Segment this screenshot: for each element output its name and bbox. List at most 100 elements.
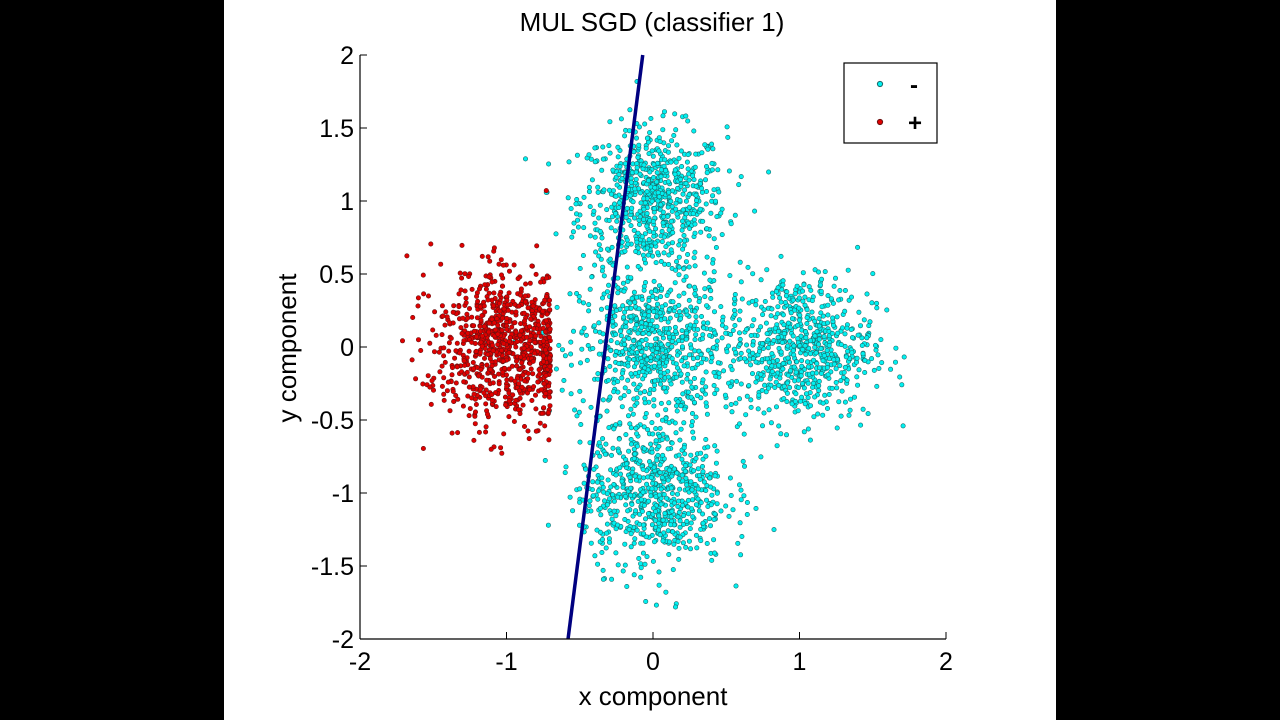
- point-negative: [631, 455, 637, 461]
- point-negative: [791, 352, 797, 358]
- point-negative: [669, 490, 675, 496]
- point-negative: [562, 470, 568, 476]
- point-negative: [708, 288, 714, 294]
- point-negative: [603, 441, 609, 447]
- point-negative: [637, 341, 643, 347]
- point-negative: [637, 214, 643, 220]
- point-negative: [700, 377, 706, 383]
- point-negative: [754, 374, 760, 380]
- point-negative: [723, 330, 729, 336]
- point-negative: [668, 159, 674, 165]
- point-negative: [679, 472, 685, 478]
- point-negative: [644, 135, 650, 141]
- point-negative: [579, 346, 585, 352]
- point-negative: [626, 128, 632, 134]
- point-positive: [504, 377, 510, 383]
- point-negative: [588, 540, 594, 546]
- point-negative: [737, 308, 743, 314]
- y-tick-label: 0: [340, 334, 354, 362]
- point-negative: [615, 522, 621, 528]
- point-negative: [701, 479, 707, 485]
- point-negative: [696, 473, 702, 479]
- point-negative: [799, 358, 805, 364]
- point-negative: [643, 336, 649, 342]
- point-negative: [672, 604, 678, 610]
- point-positive: [478, 366, 484, 372]
- point-negative: [807, 325, 813, 331]
- point-negative: [766, 169, 772, 175]
- point-negative: [649, 347, 655, 353]
- point-positive: [439, 363, 445, 369]
- point-negative: [649, 449, 655, 455]
- point-negative: [645, 178, 651, 184]
- point-negative: [665, 341, 671, 347]
- point-negative: [684, 518, 690, 524]
- point-negative: [730, 358, 736, 364]
- point-positive: [531, 325, 537, 331]
- point-negative: [692, 308, 698, 314]
- legend: - +: [843, 62, 938, 144]
- point-negative: [681, 233, 687, 239]
- point-negative: [649, 486, 655, 492]
- point-positive: [546, 297, 552, 303]
- point-negative: [773, 404, 779, 410]
- point-negative: [625, 413, 631, 419]
- point-negative: [624, 237, 630, 243]
- point-positive: [532, 350, 538, 356]
- point-negative: [648, 116, 654, 122]
- point-negative: [616, 172, 622, 178]
- point-negative: [670, 567, 676, 573]
- point-negative: [642, 231, 648, 237]
- point-positive: [463, 323, 469, 329]
- point-negative: [663, 168, 669, 174]
- point-positive: [484, 411, 490, 417]
- point-negative: [587, 233, 593, 239]
- point-positive: [532, 339, 538, 345]
- point-negative: [629, 469, 635, 475]
- point-positive: [490, 303, 496, 309]
- point-positive: [429, 378, 435, 384]
- point-negative: [576, 298, 582, 304]
- point-negative: [820, 313, 826, 319]
- point-negative: [825, 293, 831, 299]
- point-negative: [653, 426, 659, 432]
- point-negative: [900, 423, 906, 429]
- point-negative: [854, 355, 860, 361]
- point-negative: [612, 228, 618, 234]
- point-negative: [598, 306, 604, 312]
- point-negative: [622, 541, 628, 547]
- point-negative: [742, 356, 748, 362]
- point-positive: [473, 409, 479, 415]
- point-positive: [537, 371, 543, 377]
- point-positive: [540, 338, 546, 344]
- point-negative: [617, 471, 623, 477]
- point-negative: [622, 385, 628, 391]
- point-negative: [600, 576, 606, 582]
- point-negative: [621, 314, 627, 320]
- point-negative: [691, 128, 697, 134]
- point-positive: [453, 392, 459, 398]
- point-negative: [692, 284, 698, 290]
- point-negative: [640, 252, 646, 258]
- point-negative: [768, 420, 774, 426]
- point-negative: [829, 351, 835, 357]
- point-negative: [746, 348, 752, 354]
- point-negative: [800, 270, 806, 276]
- point-negative: [714, 501, 720, 507]
- point-negative: [615, 154, 621, 160]
- point-negative: [658, 202, 664, 208]
- point-negative: [654, 345, 660, 351]
- point-negative: [598, 256, 604, 262]
- point-positive: [427, 340, 433, 346]
- point-positive: [546, 355, 552, 361]
- point-negative: [815, 269, 821, 275]
- point-positive: [443, 309, 449, 315]
- point-negative: [639, 319, 645, 325]
- point-negative: [675, 538, 681, 544]
- point-negative: [637, 171, 643, 177]
- point-negative: [634, 527, 640, 533]
- point-negative: [619, 404, 625, 410]
- point-negative: [706, 233, 712, 239]
- point-negative: [753, 359, 759, 365]
- point-negative: [842, 331, 848, 337]
